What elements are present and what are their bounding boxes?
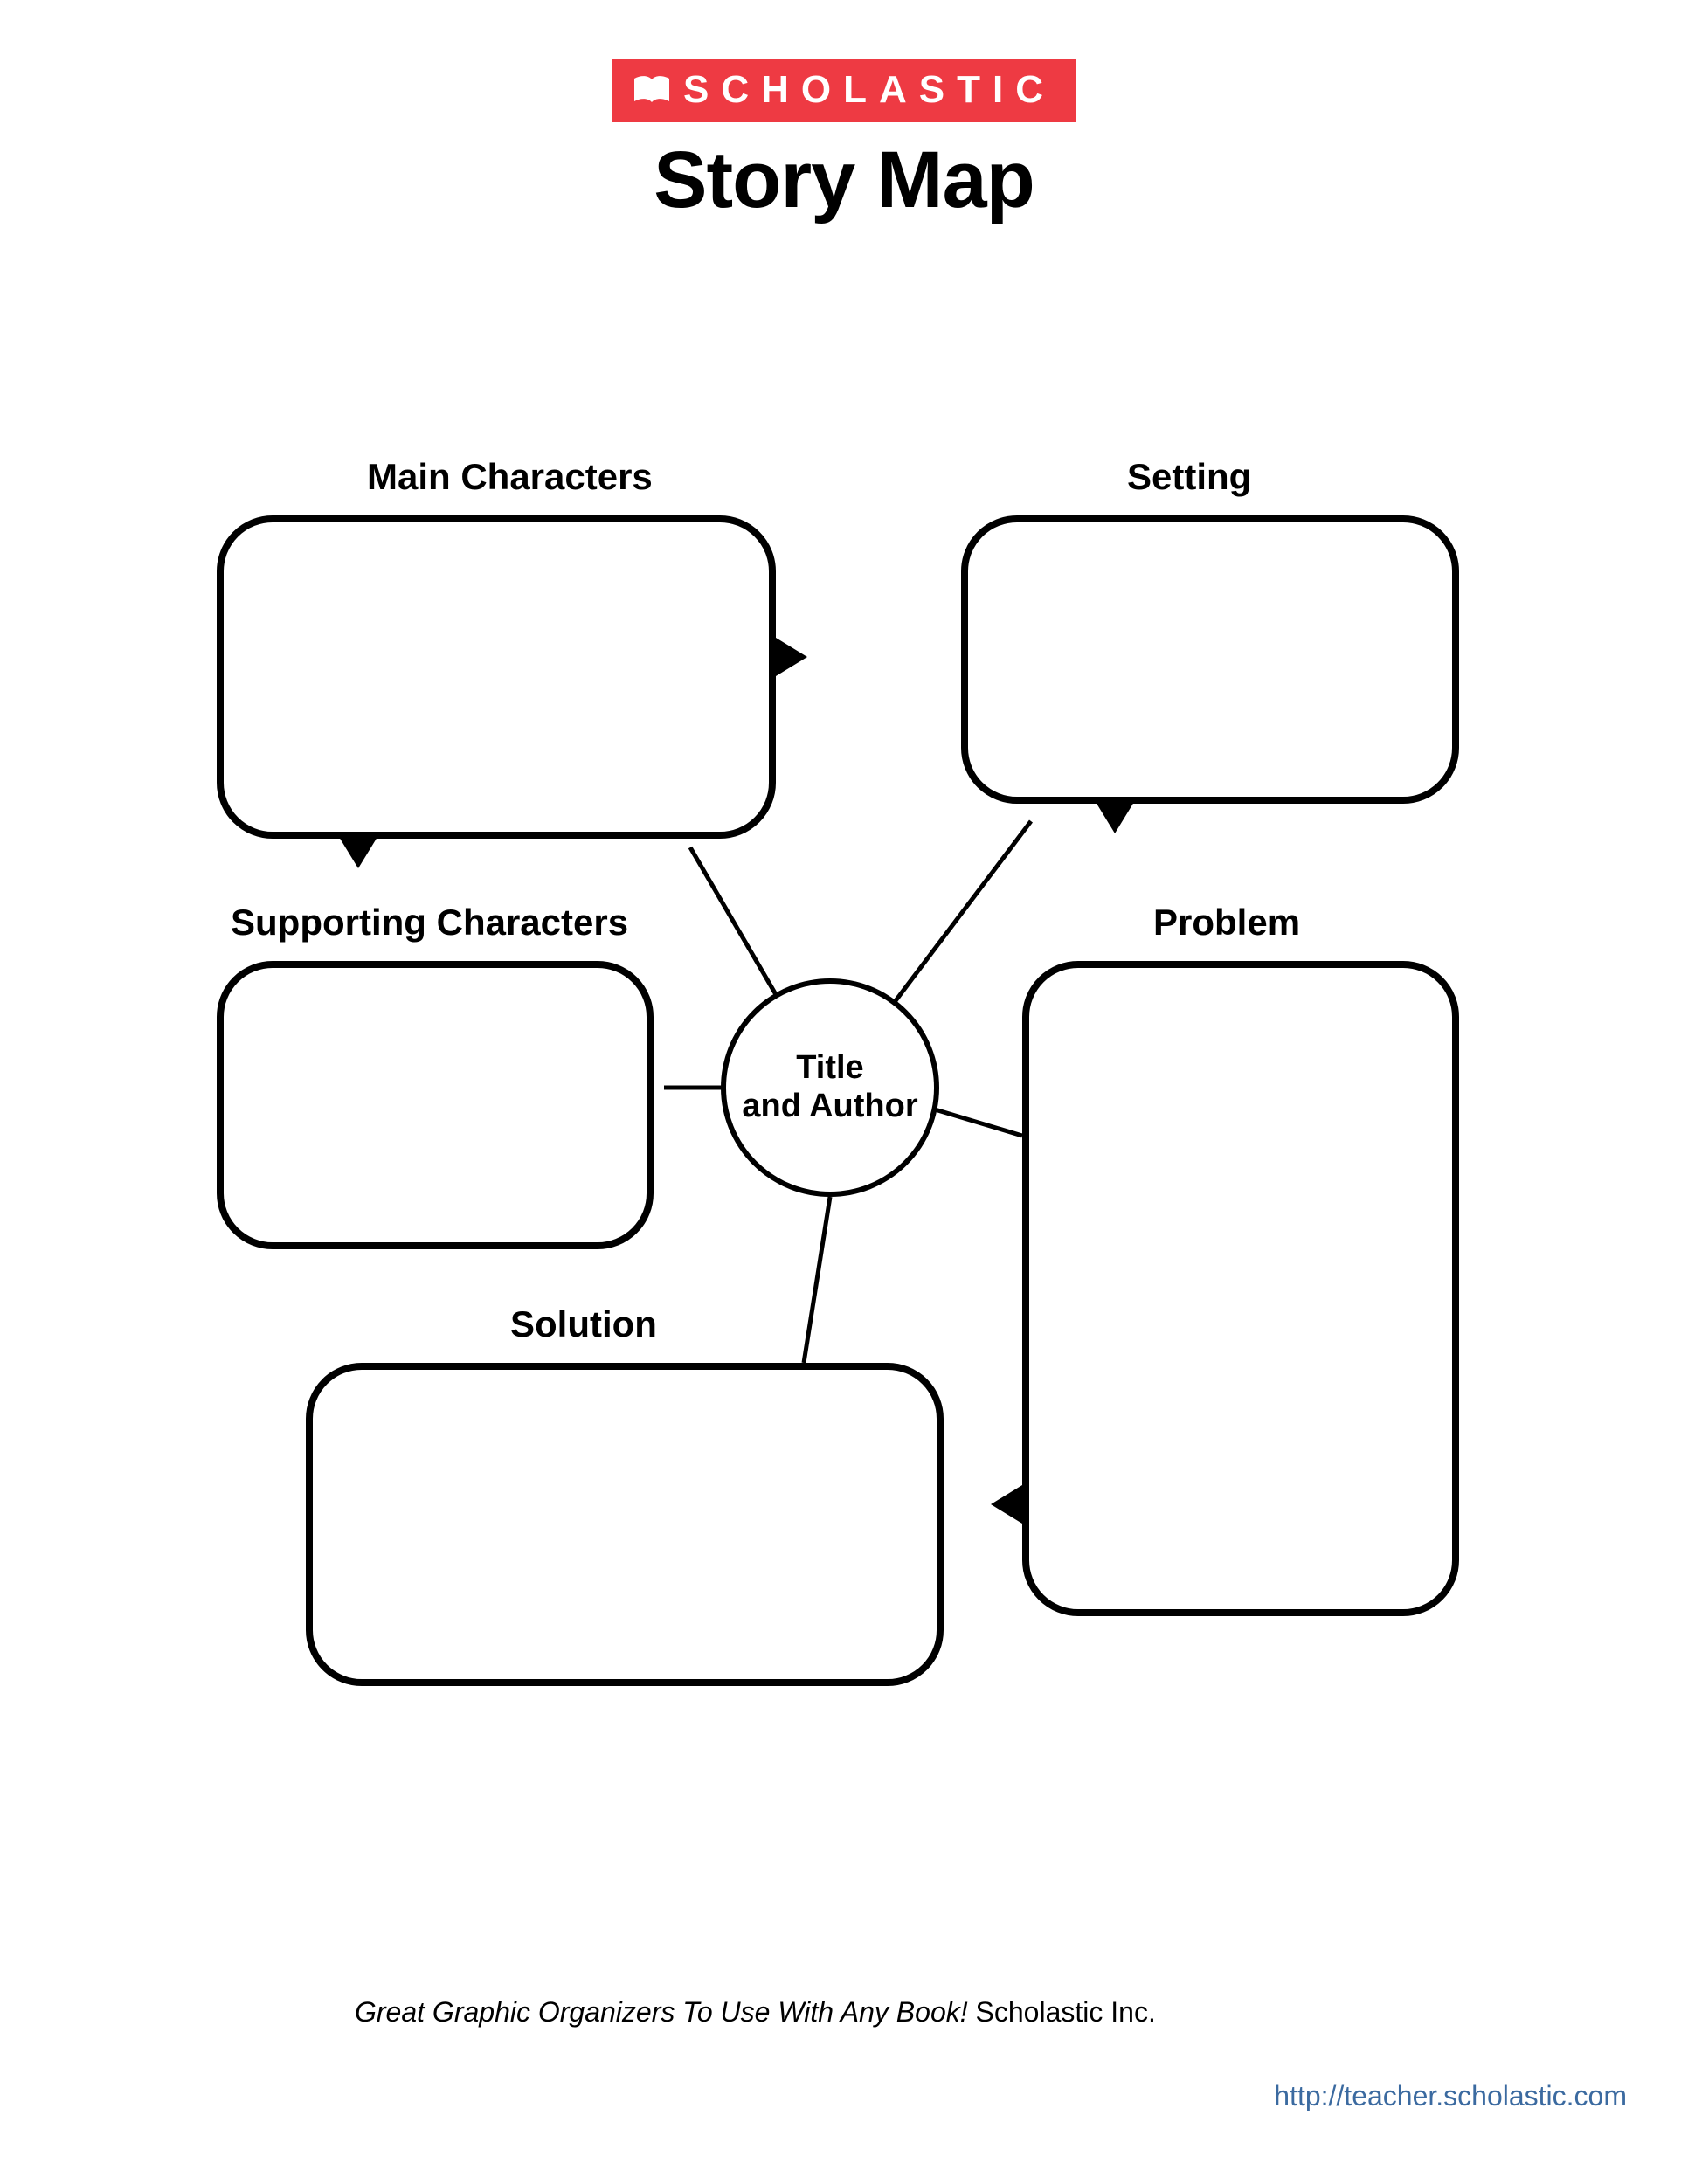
arrow-to-problem-icon <box>1096 802 1134 833</box>
box-problem <box>1022 961 1459 1616</box>
arrow-main-characters <box>776 638 807 676</box>
center-label: Title and Author <box>742 1049 917 1125</box>
box-main-characters <box>217 515 776 839</box>
arrow-to-supporting-icon <box>339 837 377 868</box>
box-supporting <box>217 961 654 1249</box>
center-circle: Title and Author <box>721 978 939 1197</box>
page: SCHOLASTIC Story Map Main Characters Set… <box>0 0 1688 2184</box>
center-line2: and Author <box>742 1088 917 1124</box>
box-solution <box>306 1363 944 1686</box>
arrow-problem-to-solution-icon <box>991 1485 1022 1524</box>
box-setting <box>961 515 1459 804</box>
center-line1: Title <box>796 1049 863 1086</box>
story-map-diagram: Main Characters Setting Supporting Chara… <box>0 0 1688 2184</box>
